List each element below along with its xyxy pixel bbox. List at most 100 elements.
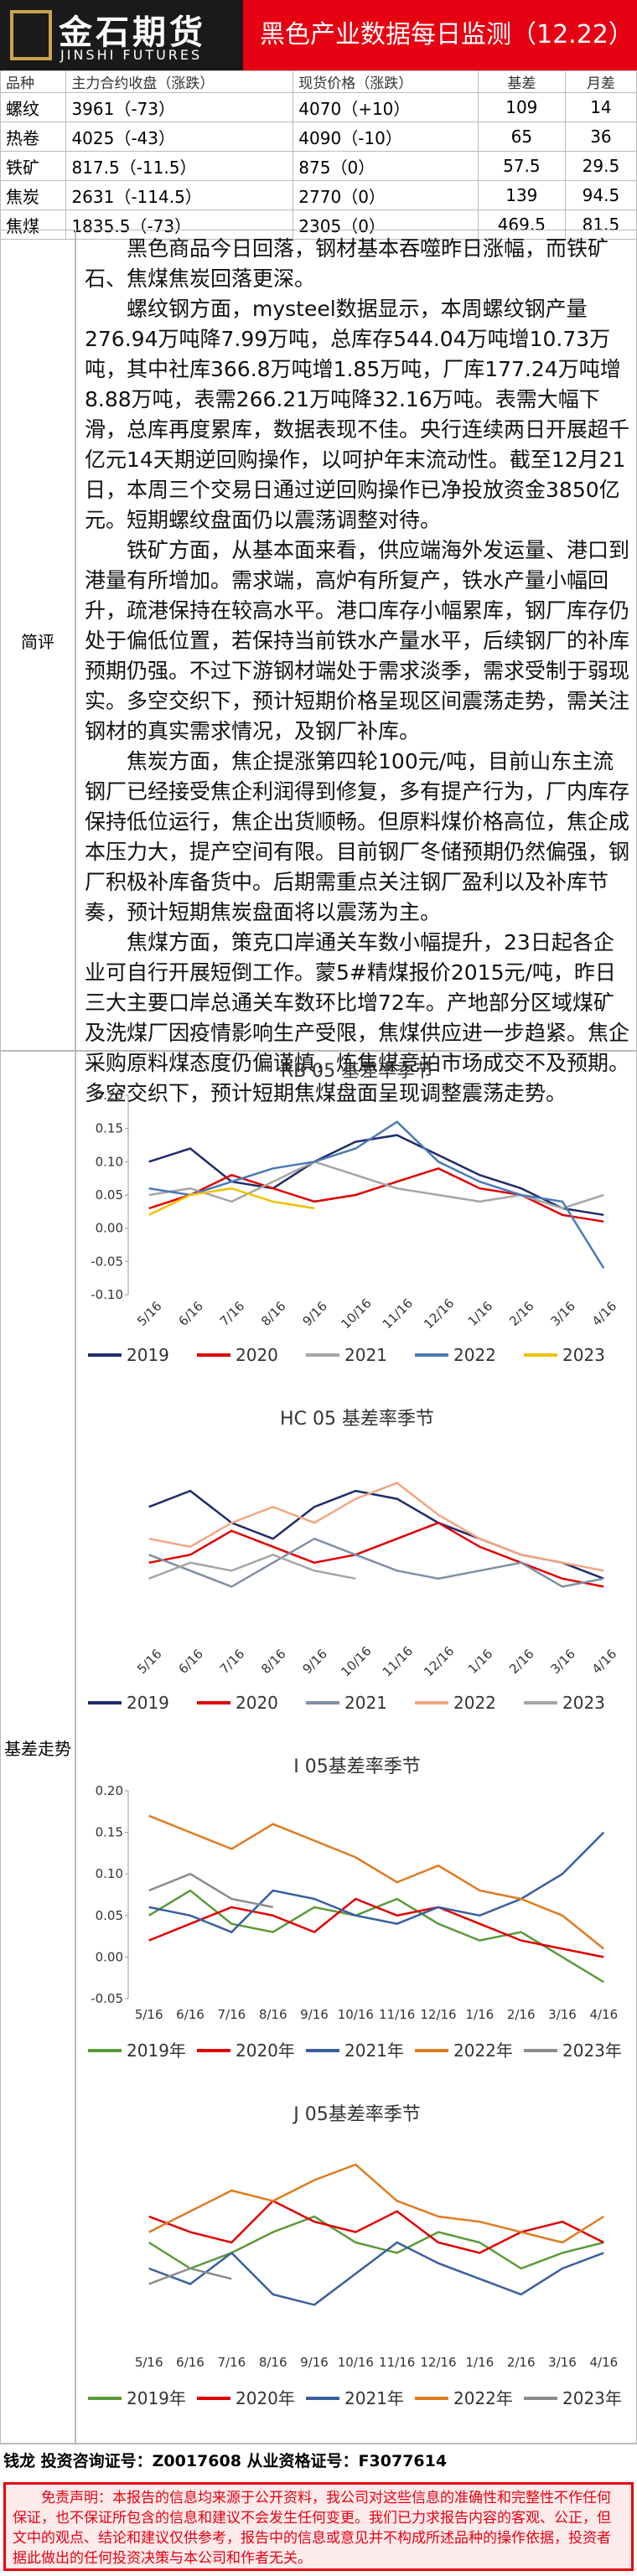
series-line	[148, 1537, 604, 1588]
line-chart: I 05基差率季节 0.20 0.15 0.10 0.05 0.00 -0.05 5/16 6/…	[88, 1756, 622, 2061]
x-tick-label: 7/16	[217, 2007, 246, 2022]
table-cell: 65	[477, 122, 566, 152]
x-tick-label: 2/16	[507, 2355, 536, 2370]
table-cell: 94.5	[564, 180, 637, 210]
x-tick-label: 6/16	[176, 2007, 205, 2022]
line-chart: RB 05 基差率季节 0.20 0.15 0.10 0.05 0.00 -0.05 -0.1…	[88, 1061, 620, 1365]
column-header: 现货价格（涨跌）	[293, 70, 479, 93]
legend-label: 2023年	[562, 2041, 622, 2061]
x-tick-label: 4/16	[589, 2007, 618, 2022]
series-line	[148, 1187, 315, 1216]
x-tick-label: 1/16	[465, 2007, 494, 2022]
legend-label: 2022	[453, 1693, 496, 1713]
logo-text-en: JINSHI FUTURES	[60, 47, 203, 63]
x-tick-label: 9/16	[300, 2007, 329, 2022]
x-tick-label: 11/16	[379, 2007, 415, 2022]
table-cell: 1835.5（-73）	[65, 209, 294, 240]
line-chart: J 05基差率季节 5/16 6/16 7/16 8/16 9/16 10/16 11/16 1…	[88, 2104, 622, 2408]
x-tick-label: 9/16	[299, 1298, 330, 1329]
disclaimer: 免责声明：本报告的信息均来源于公开资料，我公司对这些信息的准确性和完整性不作任何…	[3, 2482, 634, 2571]
series-line	[148, 1160, 604, 1210]
table-cell: 4090（-10）	[293, 122, 479, 152]
x-tick-label: 1/16	[465, 1298, 496, 1329]
y-tick-label: 0.20	[96, 1783, 123, 1798]
x-tick-label: 12/16	[421, 1643, 457, 1679]
x-tick-label: 1/16	[465, 1646, 496, 1677]
x-tick-label: 6/16	[175, 1646, 206, 1677]
author: 钱龙 投资咨询证号：Z0017608 从业资格证号：F3077614	[0, 2444, 637, 2477]
series-line	[148, 1872, 273, 1909]
series-line	[148, 1489, 604, 1580]
series-line	[148, 1521, 604, 1588]
legend-label: 2019年	[127, 2041, 186, 2061]
series-line	[148, 2241, 604, 2306]
x-tick-label: 8/16	[258, 1646, 289, 1677]
legend-label: 2020	[236, 1693, 278, 1713]
y-tick-label: 0.20	[96, 1088, 123, 1103]
section-label: 基差走势	[0, 1051, 75, 2444]
series-line	[148, 2163, 604, 2244]
legend-label: 2020	[236, 1345, 278, 1365]
x-tick-label: 4/16	[589, 1298, 620, 1329]
series-line	[148, 1553, 356, 1580]
paragraph: 铁矿方面，从基本面来看，供应端海外发运量、港口到港量有所增加。需求端，高炉有所复…	[85, 538, 630, 743]
paragraph: 焦煤方面，策克口岸通关车数小幅提升，23日起各企业可自行开展短倒工作。蒙5#精煤…	[85, 930, 630, 1105]
table-cell: 2631（-114.5）	[65, 180, 294, 210]
table-cell: 81.5	[564, 209, 637, 240]
x-tick-label: 2/16	[506, 1298, 537, 1329]
table-row: 焦煤 1835.5（-73） 2305（0） 469.5 81.5	[0, 209, 637, 240]
y-tick-label: 0.10	[96, 1866, 123, 1881]
series-line	[148, 2199, 604, 2254]
section-label: 简评	[0, 230, 75, 1051]
y-tick-label: 0.10	[96, 1154, 123, 1169]
line-chart: HC 05 基差率季节 5/16 6/16 7/16 8/16 9/16 10/16 11/1…	[88, 1409, 620, 1713]
table-row: 焦炭 2631（-114.5） 2770（0） 139 94.5	[0, 180, 637, 210]
series-line	[148, 1482, 604, 1572]
legend-label: 2019	[127, 1693, 169, 1713]
price-table: 品种 主力合约收盘（涨跌） 现货价格（涨跌） 基差 月差 螺纹 3961（-73） 4070（…	[0, 70, 637, 240]
x-tick-label: 4/16	[589, 2355, 618, 2370]
legend-label: 2023	[562, 1693, 605, 1713]
x-tick-label: 5/16	[135, 2007, 163, 2022]
chart-title: RB 05 基差率季节	[281, 1061, 433, 1082]
table-cell: 螺纹	[0, 92, 67, 122]
y-tick-label: 0.15	[96, 1825, 123, 1840]
legend-label: 2021年	[344, 2388, 404, 2408]
table-cell: 热卷	[0, 122, 67, 152]
table-cell: 焦炭	[0, 180, 67, 210]
y-tick-label: 0.15	[96, 1121, 123, 1136]
table-header: 品种 主力合约收盘（涨跌） 现货价格（涨跌） 基差 月差	[0, 70, 637, 93]
x-tick-label: 9/16	[300, 2355, 329, 2370]
x-tick-label: 6/16	[176, 2355, 205, 2370]
x-tick-label: 5/16	[134, 1646, 165, 1677]
x-tick-label: 10/16	[338, 2007, 374, 2022]
y-tick-label: -0.05	[91, 1254, 123, 1269]
chart-title: J 05基差率季节	[292, 2104, 420, 2125]
table-row: 热卷 4025（-43） 4090（-10） 65 36	[0, 122, 637, 152]
y-tick-label: 0.00	[96, 1221, 123, 1236]
table-cell: 2770（0）	[293, 180, 479, 210]
paragraph: 焦炭方面，焦企提涨第四轮100元/吨，目前山东主流钢厂已经接受焦企利润得到修复，…	[85, 749, 630, 924]
logo: 金石期货 JINSHI FUTURES	[0, 0, 243, 70]
commentary: 黑色商品今日回落，钢材基本吞噬昨日涨幅，而铁矿石、焦煤焦炭回落更深。 螺纹钢方面，…	[75, 230, 637, 1105]
legend-label: 2023年	[562, 2388, 622, 2408]
chart-panel: RB 05 基差率季节 0.20 0.15 0.10 0.05 0.00 -0.05 -0.1…	[75, 1051, 637, 2444]
x-tick-label: 12/16	[421, 1296, 457, 1332]
x-tick-label: 8/16	[258, 1298, 289, 1329]
x-tick-label: 5/16	[135, 2355, 163, 2370]
series-line	[148, 1831, 605, 1934]
table-cell: 109	[477, 92, 566, 122]
logo-mark	[10, 10, 52, 60]
table-cell: 139	[477, 180, 566, 210]
x-tick-label: 3/16	[548, 2355, 577, 2370]
legend-label: 2019年	[127, 2388, 186, 2408]
x-tick-label: 7/16	[217, 1646, 248, 1677]
legend-label: 2021	[344, 1345, 387, 1365]
x-tick-label: 4/16	[589, 1646, 620, 1677]
paragraph: 黑色商品今日回落，钢材基本吞噬昨日涨幅，而铁矿石、焦煤焦炭回落更深。	[85, 236, 609, 291]
table-cell: 817.5（-11.5）	[65, 151, 294, 181]
column-header: 基差	[477, 70, 566, 93]
series-line	[148, 2267, 232, 2285]
legend-label: 2020年	[236, 2041, 295, 2061]
table-cell: 4025（-43）	[65, 122, 294, 152]
